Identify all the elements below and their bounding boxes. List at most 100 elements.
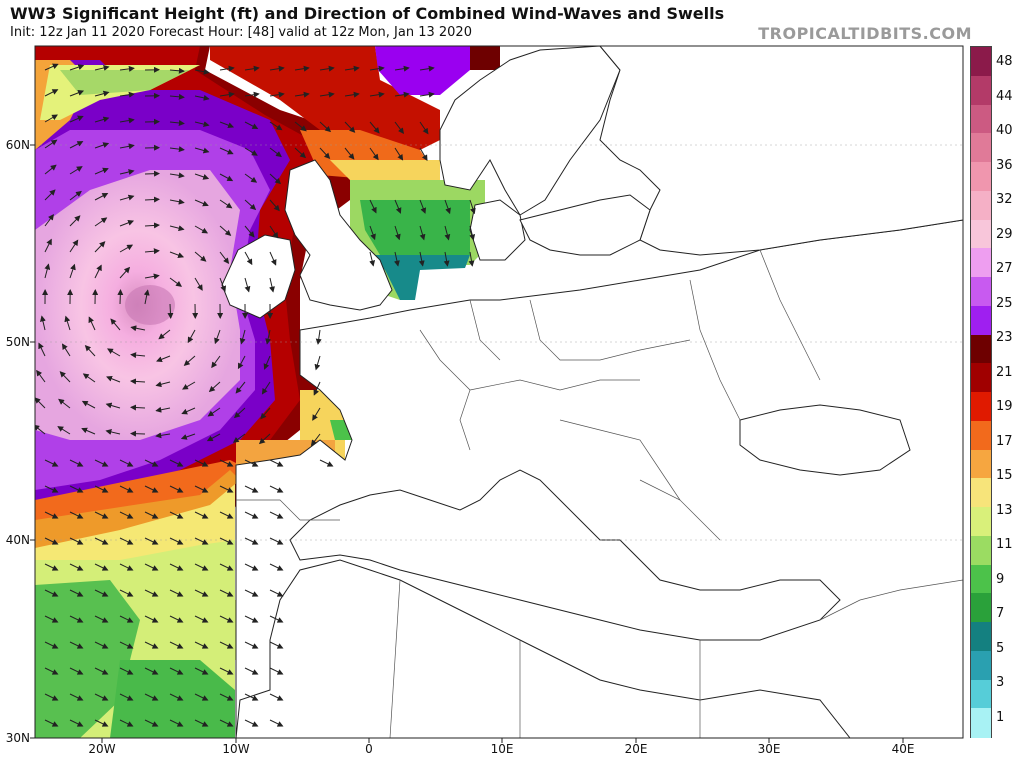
colorbar-label: 27 <box>996 261 1013 276</box>
wave-direction-arrow <box>244 277 251 293</box>
wave-direction-arrow <box>44 537 59 545</box>
wave-direction-arrow <box>119 117 135 124</box>
wave-direction-arrow <box>219 563 234 571</box>
wave-direction-arrow <box>443 251 450 267</box>
wave-direction-arrow <box>310 433 321 446</box>
wave-direction-arrow <box>319 91 335 98</box>
wave-direction-arrow <box>233 407 246 419</box>
wave-direction-arrow <box>269 589 284 597</box>
wave-direction-arrow <box>144 248 160 255</box>
wave-direction-arrow <box>369 225 376 241</box>
wave-direction-arrow <box>180 433 196 440</box>
colorbar-label: 7 <box>996 606 1005 621</box>
wave-direction-arrow <box>94 719 109 727</box>
wave-direction-arrow <box>244 563 259 571</box>
wave-direction-arrow <box>69 667 84 675</box>
wave-direction-arrow <box>169 563 184 571</box>
wave-direction-arrow <box>169 93 185 100</box>
wave-direction-arrow <box>187 329 196 344</box>
wave-direction-arrow <box>194 459 209 467</box>
wave-direction-arrow <box>314 355 321 371</box>
wave-direction-arrow <box>244 225 255 238</box>
colorbar-segment <box>971 334 991 364</box>
wave-direction-arrow <box>244 615 259 623</box>
colorbar-segment <box>971 219 991 249</box>
wave-direction-arrow <box>169 719 184 727</box>
wave-direction-arrow <box>265 329 272 345</box>
colorbar-segment <box>971 449 991 479</box>
wave-direction-arrow <box>144 563 159 571</box>
wave-direction-arrow <box>194 537 209 545</box>
wave-direction-arrow <box>144 459 159 467</box>
wave-direction-arrow <box>169 693 184 701</box>
wave-direction-arrow <box>219 667 234 675</box>
wave-direction-arrow <box>194 485 209 493</box>
wave-direction-arrow <box>44 563 59 571</box>
wave-direction-arrow <box>194 147 210 154</box>
wave-direction-arrow <box>69 263 76 279</box>
wave-direction-arrow <box>444 225 451 241</box>
wave-direction-arrow <box>44 238 52 253</box>
colorbar-label: 17 <box>996 433 1013 449</box>
wave-direction-arrow <box>130 404 146 411</box>
colorbar-label: 15 <box>996 468 1013 483</box>
colorbar-segment <box>971 593 991 623</box>
wave-direction-arrow <box>419 65 435 72</box>
colorbar-segment <box>971 535 991 565</box>
wave-direction-arrow <box>344 147 355 160</box>
wave-direction-arrow <box>169 67 185 74</box>
wave-direction-arrow <box>269 537 284 545</box>
wave-direction-arrow <box>194 641 209 649</box>
wave-direction-arrow <box>94 511 109 519</box>
wave-direction-arrow <box>94 641 109 649</box>
colorbar-label: 25 <box>996 295 1013 311</box>
wave-direction-arrow <box>105 429 121 435</box>
wave-direction-arrow <box>244 693 259 701</box>
wave-direction-arrow <box>44 63 59 71</box>
wave-direction-arrow <box>44 189 56 201</box>
wave-direction-arrow <box>269 147 282 158</box>
wave-direction-arrow <box>211 355 221 369</box>
wave-direction-arrow <box>94 667 109 675</box>
wave-direction-arrow <box>219 459 234 467</box>
wave-direction-arrow <box>344 91 360 98</box>
wave-direction-arrow <box>269 277 275 293</box>
wave-direction-arrow <box>69 693 84 701</box>
wave-direction-arrow <box>319 459 334 467</box>
colorbar-label: 1 <box>996 709 1005 725</box>
wave-direction-arrow <box>155 381 171 388</box>
wave-direction-arrow <box>143 289 150 305</box>
wave-direction-arrow <box>244 91 260 98</box>
wave-direction-arrow <box>194 693 209 701</box>
axis-ticks <box>30 144 904 743</box>
wave-direction-arrow <box>169 615 184 623</box>
wave-direction-arrow <box>144 693 159 701</box>
wave-direction-arrow <box>244 641 259 649</box>
wave-direction-arrow <box>94 563 109 571</box>
colorbar-segment <box>971 363 991 393</box>
wave-direction-arrow <box>155 406 171 413</box>
wave-direction-arrow <box>244 147 258 156</box>
wave-direction-arrow <box>169 225 185 232</box>
wave-direction-arrow <box>119 169 135 175</box>
wave-direction-arrow <box>419 121 429 135</box>
colorbar-segment <box>971 392 991 422</box>
wave-direction-arrow <box>69 615 84 623</box>
wave-direction-arrow <box>194 173 210 180</box>
colorbar-label: 40 <box>996 123 1013 138</box>
wave-direction-arrow <box>88 316 96 331</box>
wave-direction-arrow <box>269 121 283 131</box>
wave-direction-arrow <box>94 693 109 701</box>
lon-label: 40E <box>891 742 915 756</box>
wave-direction-arrows <box>35 63 476 727</box>
wave-direction-arrow <box>169 667 184 675</box>
wave-direction-arrow <box>144 641 159 649</box>
colorbar-segment <box>971 305 991 335</box>
wave-direction-arrow <box>69 215 81 227</box>
wave-direction-arrow <box>44 164 57 175</box>
wave-direction-arrow <box>119 194 135 201</box>
wave-direction-arrow <box>244 537 259 545</box>
wave-direction-arrow <box>57 426 71 435</box>
wave-direction-arrow <box>144 719 159 727</box>
